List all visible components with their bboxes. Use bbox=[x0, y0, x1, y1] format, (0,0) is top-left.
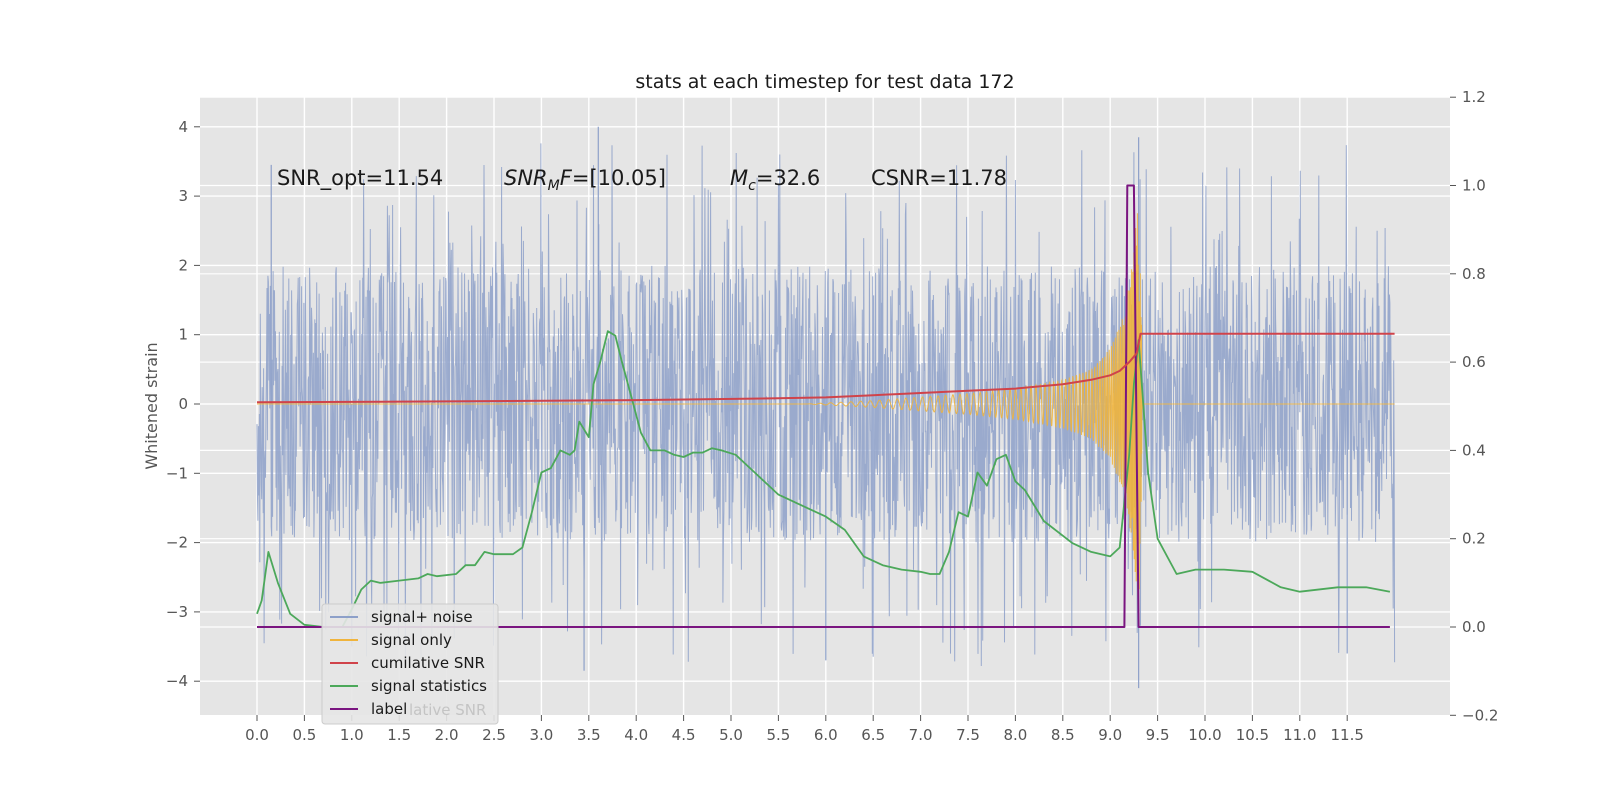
annotation-mc-var: M bbox=[730, 166, 748, 190]
x-tick-label: 11.5 bbox=[1330, 726, 1363, 744]
legend-label-cumulative-snr: cumilative SNR bbox=[371, 654, 485, 672]
y2-tick-label: 0.6 bbox=[1462, 353, 1486, 371]
x-tick-label: 4.0 bbox=[624, 726, 648, 744]
cumulative-snr-series bbox=[256, 332, 1395, 404]
annotation-csnr: CSNR=11.78 bbox=[871, 166, 1007, 190]
x-tick-label: 5.0 bbox=[719, 726, 743, 744]
x-tick-label: 8.5 bbox=[1051, 726, 1075, 744]
y2-tick-label: 1.0 bbox=[1462, 177, 1486, 195]
label-series bbox=[257, 184, 1390, 628]
y-tick-label: −3 bbox=[166, 603, 188, 621]
y2-tick-label: 0.8 bbox=[1462, 265, 1486, 283]
legend: lative SNR signal+ noise signal only cum… bbox=[321, 603, 499, 725]
x-tick-label: 6.0 bbox=[814, 726, 838, 744]
y-tick-label: 1 bbox=[178, 326, 188, 344]
x-tick-label: 9.5 bbox=[1146, 726, 1170, 744]
x-tick-label: 0.5 bbox=[292, 726, 316, 744]
y2-tick-label: 0.4 bbox=[1462, 441, 1486, 459]
annotation-mc-value: =32.6 bbox=[756, 166, 820, 190]
y-axis-label: Whitened strain bbox=[142, 342, 161, 469]
signal-only-line bbox=[257, 213, 1395, 618]
y2-tick-label: −0.2 bbox=[1462, 706, 1498, 724]
y-tick-label: −1 bbox=[166, 464, 188, 482]
annotation-mc-sub: c bbox=[748, 178, 756, 194]
annotation-snr-opt: SNR_opt=11.54 bbox=[277, 166, 443, 191]
x-tick-label: 8.0 bbox=[1003, 726, 1027, 744]
x-tick-label: 7.0 bbox=[909, 726, 933, 744]
y-tick-label: 0 bbox=[178, 395, 188, 413]
x-tick-label: 3.0 bbox=[529, 726, 553, 744]
x-tick-label: 9.0 bbox=[1098, 726, 1122, 744]
annotation-snr-mf-var: SNR bbox=[504, 166, 548, 190]
annotation-mc: Mc=32.6 bbox=[730, 166, 820, 194]
x-tick-label: 6.5 bbox=[861, 726, 885, 744]
annotation-snr-mf-sub: M bbox=[548, 178, 560, 194]
x-tick-label: 1.5 bbox=[387, 726, 411, 744]
signal-only-series bbox=[257, 213, 1395, 618]
x-tick-label: 1.0 bbox=[340, 726, 364, 744]
y-tick-label: 2 bbox=[178, 256, 188, 274]
annotation-snr-mf-f: F bbox=[560, 166, 573, 190]
x-tick-label: 10.0 bbox=[1188, 726, 1221, 744]
legend-ghost-text: lative SNR bbox=[409, 701, 486, 719]
y-tick-label: 3 bbox=[178, 187, 188, 205]
legend-label-signal-only: signal only bbox=[371, 631, 452, 649]
x-tick-label: 5.5 bbox=[766, 726, 790, 744]
legend-box bbox=[321, 603, 499, 725]
y-tick-label: −2 bbox=[166, 534, 188, 552]
x-tick-label: 0.0 bbox=[245, 726, 269, 744]
x-tick-label: 11.0 bbox=[1283, 726, 1316, 744]
x-tick-label: 2.5 bbox=[482, 726, 506, 744]
chart-title: stats at each timestep for test data 172 bbox=[635, 71, 1014, 93]
label-line bbox=[257, 184, 1390, 628]
y2-tick-label: 1.2 bbox=[1462, 88, 1486, 106]
legend-label-signal-statistics: signal statistics bbox=[371, 677, 487, 695]
annotations: SNR_opt=11.54 SNRMF=[10.05] Mc=32.6 CSNR… bbox=[277, 166, 1007, 194]
y-axis-right: 1.2 1.0 0.8 0.6 0.4 0.2 0.0 −0.2 bbox=[1450, 88, 1498, 724]
x-tick-label: 2.0 bbox=[435, 726, 459, 744]
legend-label-signal-noise: signal+ noise bbox=[371, 608, 473, 626]
x-tick-label: 10.5 bbox=[1236, 726, 1269, 744]
cumulative-snr-line bbox=[256, 332, 1395, 404]
legend-label-label: label bbox=[371, 700, 407, 718]
y-tick-label: −4 bbox=[166, 672, 188, 690]
y-axis-left: 4 3 2 1 0 −1 −2 −3 −4 bbox=[166, 118, 200, 690]
x-tick-label: 3.5 bbox=[577, 726, 601, 744]
x-axis: 0.0 0.5 1.0 1.5 2.0 2.5 3.0 3.5 4.0 4.5 5.0 5.5 6.0 6… bbox=[245, 715, 1364, 744]
y2-tick-label: 0.2 bbox=[1462, 530, 1486, 548]
signal-noise-series bbox=[256, 126, 1396, 689]
y2-tick-label: 0.0 bbox=[1462, 618, 1486, 636]
annotation-snr-mf: SNRMF=[10.05] bbox=[504, 166, 666, 194]
annotation-snr-mf-value: =[10.05] bbox=[572, 166, 666, 190]
y-tick-label: 4 bbox=[178, 118, 188, 136]
x-tick-label: 4.5 bbox=[672, 726, 696, 744]
x-tick-label: 7.5 bbox=[956, 726, 980, 744]
